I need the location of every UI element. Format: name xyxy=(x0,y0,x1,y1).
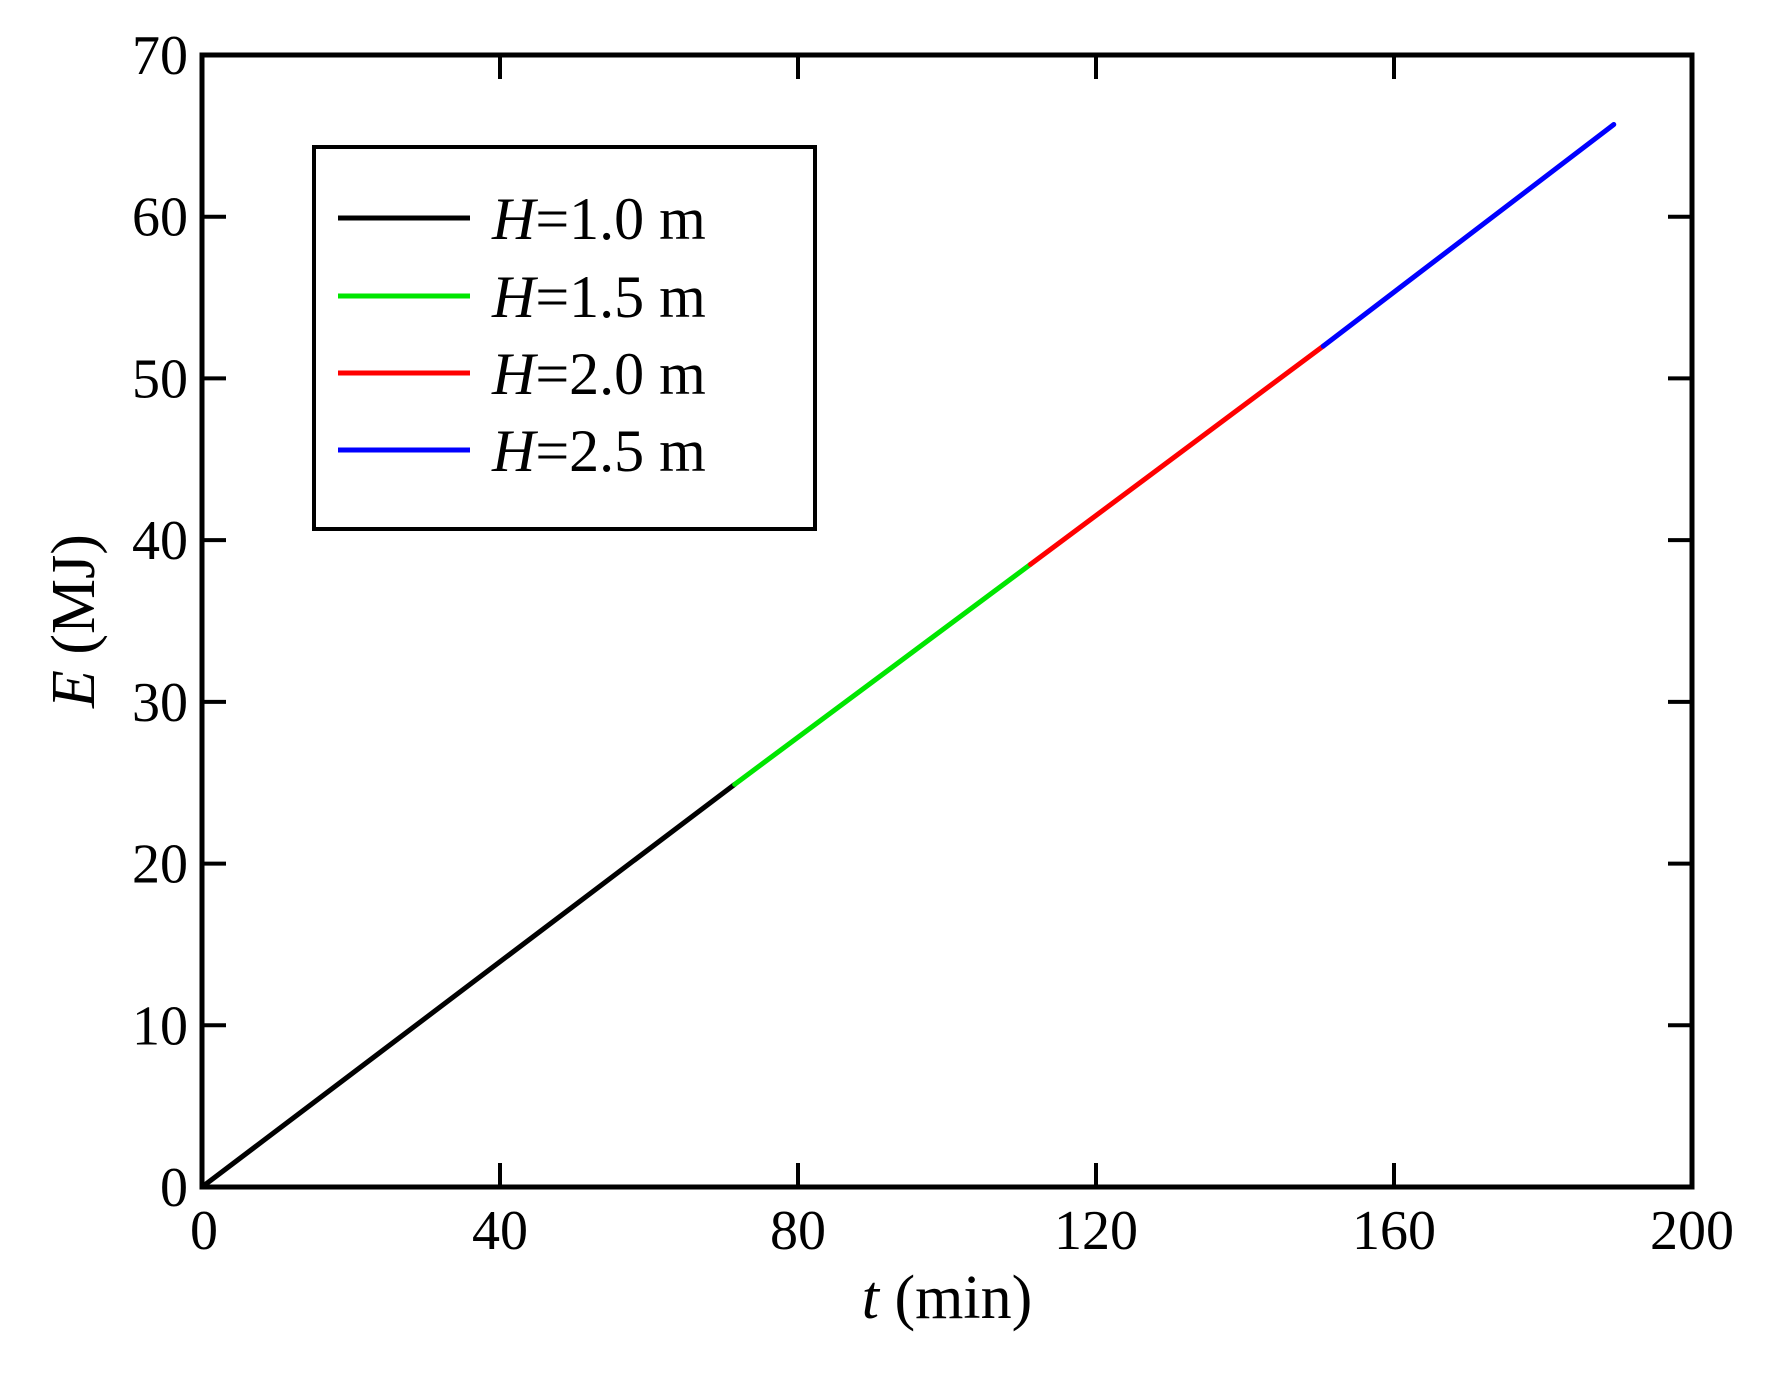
legend: H=1.0 m H=1.5 m H=2.0 m H=2.5 m xyxy=(312,145,817,531)
legend-label-4: H=2.5 m xyxy=(491,418,706,484)
x-tick-label: 0 xyxy=(190,1200,218,1262)
x-tick-label: 160 xyxy=(1352,1200,1436,1262)
y-tick-label: 60 xyxy=(132,187,188,249)
legend-label-3: H=2.0 m xyxy=(491,341,706,407)
series-layer xyxy=(199,122,1617,1190)
plot-frame xyxy=(199,52,1695,1190)
y-tick-label: 70 xyxy=(132,25,188,87)
tick-layer xyxy=(200,53,1694,1189)
x-tick-label: 80 xyxy=(770,1200,826,1262)
x-axis-label: t (min) xyxy=(862,1264,1032,1332)
y-tick-label: 20 xyxy=(132,834,188,896)
legend-box xyxy=(312,145,817,531)
y-axis-label: E (MJ) xyxy=(40,534,108,709)
series-line-4 xyxy=(1320,122,1617,349)
y-tick-label: 0 xyxy=(160,1157,188,1219)
x-tick-label: 40 xyxy=(472,1200,528,1262)
x-tick-label: 200 xyxy=(1650,1200,1734,1262)
y-tick-label: 30 xyxy=(132,672,188,734)
legend-items: H=1.0 m H=1.5 m H=2.0 m H=2.5 m xyxy=(338,186,706,484)
series-line-1 xyxy=(199,781,738,1190)
y-tick-label: 10 xyxy=(132,995,188,1057)
series-line-3 xyxy=(1027,343,1326,567)
legend-label-2: H=1.5 m xyxy=(491,264,706,330)
legend-label-1: H=1.0 m xyxy=(491,186,706,252)
y-tick-label: 50 xyxy=(132,348,188,410)
series-line-2 xyxy=(732,561,1033,787)
x-tick-label: 120 xyxy=(1054,1200,1138,1262)
y-tick-label: 40 xyxy=(132,510,188,572)
tick-label-layer: 0 40 80 120 160 200 0 10 20 30 40 50 60 70 xyxy=(132,25,1734,1262)
